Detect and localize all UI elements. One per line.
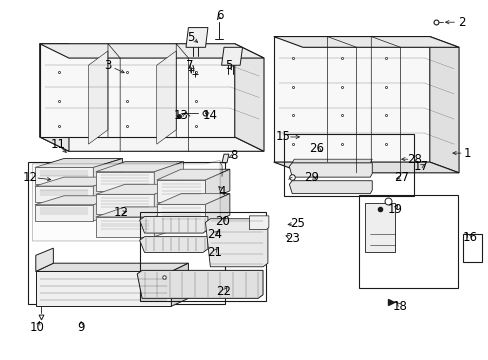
Text: 5: 5 (225, 59, 232, 72)
Polygon shape (35, 196, 122, 205)
Text: 12: 12 (114, 207, 129, 220)
Polygon shape (35, 158, 122, 167)
Text: 19: 19 (386, 203, 401, 216)
Text: 26: 26 (308, 142, 324, 155)
Polygon shape (96, 207, 183, 217)
Polygon shape (222, 154, 228, 163)
Polygon shape (273, 162, 458, 173)
Polygon shape (429, 37, 458, 173)
Text: 28: 28 (406, 153, 421, 166)
Text: 25: 25 (289, 217, 304, 230)
Text: 27: 27 (393, 171, 408, 184)
Polygon shape (93, 158, 122, 184)
Polygon shape (171, 263, 188, 306)
Polygon shape (157, 180, 205, 202)
Text: 10: 10 (30, 321, 44, 334)
Polygon shape (88, 51, 108, 144)
Polygon shape (35, 205, 93, 221)
Polygon shape (40, 44, 264, 58)
Text: 2: 2 (457, 16, 464, 29)
Text: 17: 17 (413, 160, 427, 173)
Polygon shape (205, 219, 267, 267)
Text: 20: 20 (215, 215, 229, 228)
Polygon shape (96, 217, 154, 237)
Text: 14: 14 (203, 109, 218, 122)
Polygon shape (157, 204, 205, 226)
Polygon shape (140, 217, 207, 233)
Polygon shape (157, 169, 229, 180)
Polygon shape (96, 184, 183, 194)
Text: 6: 6 (216, 9, 224, 22)
Text: 4: 4 (218, 185, 226, 198)
Polygon shape (234, 44, 264, 151)
Polygon shape (289, 181, 371, 194)
Polygon shape (205, 194, 229, 226)
Text: 22: 22 (216, 285, 231, 298)
Polygon shape (140, 237, 207, 252)
Text: 24: 24 (206, 228, 222, 241)
Polygon shape (40, 137, 264, 151)
Polygon shape (40, 44, 69, 151)
Text: 9: 9 (77, 321, 85, 334)
Polygon shape (154, 207, 183, 237)
Text: 29: 29 (304, 171, 319, 184)
Polygon shape (93, 196, 122, 221)
Polygon shape (137, 270, 263, 298)
Polygon shape (289, 163, 371, 177)
Polygon shape (219, 176, 224, 186)
Polygon shape (365, 203, 394, 252)
Text: 11: 11 (51, 138, 65, 151)
Polygon shape (40, 44, 234, 137)
Text: 21: 21 (206, 246, 222, 259)
Text: 13: 13 (173, 109, 188, 122)
Polygon shape (35, 177, 122, 186)
Text: 7: 7 (186, 59, 193, 72)
Text: 5: 5 (187, 31, 194, 44)
Polygon shape (221, 47, 242, 65)
Text: 18: 18 (392, 300, 407, 313)
Polygon shape (36, 271, 171, 306)
Polygon shape (273, 37, 429, 162)
Bar (283, 134, 413, 196)
Polygon shape (36, 263, 188, 271)
Polygon shape (96, 162, 183, 172)
Text: 12: 12 (22, 171, 38, 184)
Polygon shape (185, 28, 207, 47)
Polygon shape (35, 167, 93, 184)
Bar (27, 162, 224, 304)
Polygon shape (93, 177, 122, 202)
Polygon shape (35, 186, 93, 202)
Polygon shape (157, 51, 176, 144)
Text: 3: 3 (104, 59, 111, 72)
Polygon shape (205, 169, 229, 202)
Text: 1: 1 (463, 147, 470, 159)
Polygon shape (36, 248, 53, 271)
Polygon shape (154, 184, 183, 214)
Polygon shape (32, 160, 220, 241)
Polygon shape (249, 216, 268, 229)
Text: 16: 16 (461, 231, 476, 244)
Text: 15: 15 (276, 130, 290, 144)
Bar (462, 234, 482, 262)
Polygon shape (273, 37, 458, 47)
Polygon shape (157, 194, 229, 204)
Polygon shape (96, 194, 154, 214)
Bar (358, 195, 457, 288)
Polygon shape (154, 162, 183, 192)
Bar (140, 212, 266, 301)
Polygon shape (292, 159, 371, 163)
Text: 8: 8 (230, 149, 237, 162)
Text: 23: 23 (285, 231, 299, 244)
Polygon shape (96, 172, 154, 192)
